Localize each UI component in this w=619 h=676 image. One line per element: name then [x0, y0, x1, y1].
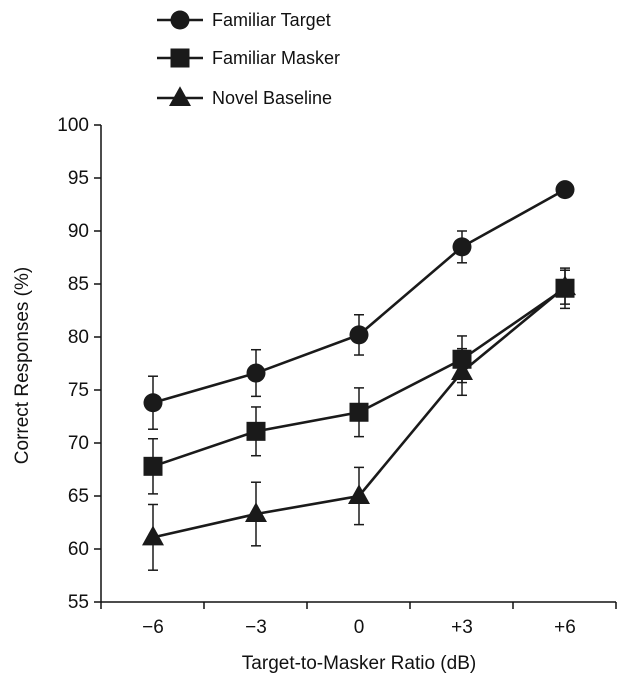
x-axis-title: Target-to-Masker Ratio (dB) — [242, 653, 476, 674]
data-point-circle — [143, 393, 163, 413]
data-point-triangle — [554, 275, 576, 296]
data-point-triangle — [142, 525, 164, 546]
data-point-square — [349, 402, 369, 422]
legend-label: Novel Baseline — [212, 88, 332, 108]
plot-area — [142, 180, 576, 571]
x-tick-label: 0 — [354, 617, 365, 638]
legend-marker-triangle — [169, 86, 191, 106]
data-point-triangle — [451, 360, 473, 380]
y-ticks: 55 60 65 70 75 80 85 90 95 100 — [57, 115, 101, 613]
y-tick-label: 75 — [68, 380, 89, 401]
data-point-circle — [555, 180, 575, 200]
y-tick-label: 60 — [68, 539, 89, 560]
data-point-triangle — [245, 502, 267, 522]
axes: 55 60 65 70 75 80 85 90 95 100 −6 −3 0 +3 +6 Correct … — [12, 115, 617, 674]
y-tick-label: 85 — [68, 274, 89, 295]
legend: Familiar Target Familiar Masker Novel Base… — [157, 10, 340, 108]
legend-item: Novel Baseline — [157, 86, 332, 108]
y-tick-label: 70 — [68, 433, 89, 454]
legend-marker-circle — [170, 10, 190, 30]
series-familiar-target — [143, 180, 575, 430]
data-point-square — [143, 456, 163, 476]
data-point-circle — [246, 363, 266, 383]
x-tick-label: +3 — [451, 617, 473, 638]
series-line — [152, 188, 566, 404]
y-tick-label: 95 — [68, 168, 89, 189]
data-point-triangle — [348, 484, 370, 504]
y-axis-title: Correct Responses (%) — [12, 267, 33, 464]
x-ticks: −6 −3 0 +3 +6 — [100, 602, 617, 638]
series-novel-baseline — [142, 269, 576, 571]
y-tick-label: 65 — [68, 486, 89, 507]
data-point-circle — [452, 237, 472, 257]
x-tick-label: +6 — [554, 617, 576, 638]
legend-label: Familiar Masker — [212, 48, 340, 68]
y-tick-label: 80 — [68, 327, 89, 348]
legend-marker-square — [170, 48, 190, 68]
legend-label: Familiar Target — [212, 10, 331, 30]
legend-item: Familiar Masker — [157, 48, 340, 68]
x-tick-label: −3 — [245, 617, 267, 638]
y-tick-label: 90 — [68, 221, 89, 242]
data-point-square — [246, 421, 266, 441]
y-tick-label: 100 — [57, 115, 89, 136]
y-tick-label: 55 — [68, 592, 89, 613]
legend-item: Familiar Target — [157, 10, 331, 30]
series-familiar-masker — [143, 267, 575, 495]
x-tick-label: −6 — [142, 617, 164, 638]
data-point-circle — [349, 325, 369, 345]
